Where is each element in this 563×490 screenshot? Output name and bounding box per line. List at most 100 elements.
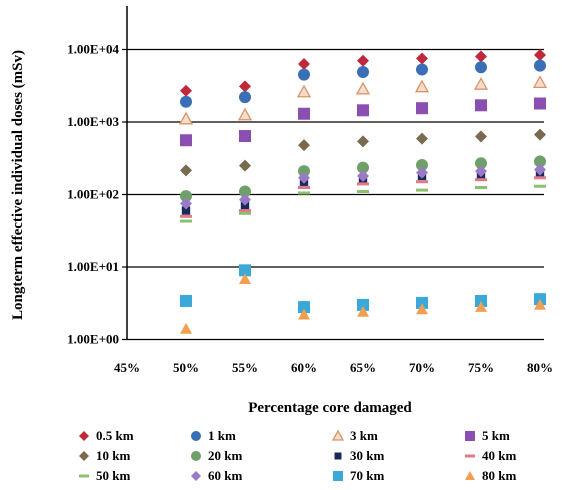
data-point — [416, 303, 428, 315]
legend-label: 80 km — [482, 468, 516, 483]
data-point — [298, 301, 310, 314]
legend-label: 20 km — [208, 448, 242, 463]
legend-marker — [79, 474, 89, 478]
legend-marker — [333, 471, 343, 481]
x-axis-ticks: 45% 50% 55% 60% 65% 70% 75% 80% — [114, 360, 553, 375]
legend-label: 30 km — [350, 448, 384, 463]
gridlines — [127, 48, 544, 341]
x-tick-label: 65% — [350, 360, 376, 375]
data-point — [239, 264, 251, 277]
data-point — [180, 95, 192, 108]
data-point — [298, 107, 310, 120]
data-point — [239, 211, 251, 215]
data-point — [475, 301, 487, 312]
data-point — [357, 54, 369, 67]
legend-label: 70 km — [350, 468, 384, 483]
data-point — [534, 184, 546, 188]
series-40-km — [180, 176, 546, 218]
legend-label: 3 km — [350, 428, 378, 443]
data-point — [181, 206, 191, 215]
data-point — [416, 180, 428, 184]
y-tick-label: 1.00E+02 — [67, 187, 119, 202]
x-tick-label: 45% — [114, 360, 140, 375]
x-axis-title: Percentage core damaged — [248, 400, 412, 416]
legend-item: 0.5 km — [79, 428, 134, 443]
data-point — [416, 296, 428, 309]
data-point — [180, 322, 192, 334]
legend-marker — [79, 431, 89, 441]
data-point — [180, 190, 192, 203]
data-point — [357, 182, 369, 186]
x-tick-label: 75% — [468, 360, 494, 375]
legend-label: 1 km — [208, 428, 236, 443]
data-point — [475, 130, 487, 143]
y-tick-label: 1.00E+01 — [67, 259, 119, 274]
data-point — [357, 135, 369, 148]
data-point — [532, 75, 548, 89]
data-point — [239, 91, 251, 104]
legend-label: 60 km — [208, 468, 242, 483]
data-point — [534, 163, 546, 176]
legend-marker — [191, 451, 201, 461]
legend-label: 50 km — [96, 468, 130, 483]
y-axis-title: Longterm effective individual doses (mSv… — [10, 50, 26, 320]
data-point — [475, 294, 487, 307]
legend-item: 70 km — [333, 468, 384, 483]
data-point — [180, 219, 192, 223]
data-point — [416, 52, 428, 65]
data-point — [239, 273, 251, 284]
legend-label: 10 km — [96, 448, 130, 463]
legend-label: 0.5 km — [96, 428, 134, 443]
series-10-km — [180, 128, 546, 177]
legend-marker — [334, 452, 342, 460]
data-point — [298, 191, 310, 195]
data-point — [357, 298, 369, 311]
data-point — [475, 157, 487, 170]
legend-label: 5 km — [482, 428, 510, 443]
data-point — [178, 111, 194, 125]
data-point — [180, 294, 192, 307]
data-point — [239, 159, 251, 172]
data-point — [416, 159, 428, 172]
x-tick-label: 70% — [409, 360, 435, 375]
legend-marker — [465, 454, 475, 458]
data-point — [416, 166, 428, 179]
data-point — [357, 104, 369, 117]
legend-item: 60 km — [191, 468, 242, 483]
x-tick-label: 50% — [173, 360, 199, 375]
legend-item: 3 km — [331, 428, 378, 443]
data-point — [298, 171, 310, 184]
series-5-km — [180, 97, 546, 147]
data-point — [416, 132, 428, 145]
data-point — [534, 298, 546, 310]
data-point — [475, 61, 487, 74]
data-point — [239, 193, 251, 206]
data-point — [296, 84, 312, 98]
legend-item: 50 km — [79, 468, 130, 483]
series-80-km — [180, 273, 546, 334]
data-point — [298, 139, 310, 152]
data-point — [180, 84, 192, 97]
data-point — [180, 134, 192, 147]
data-point — [473, 77, 489, 90]
data-point — [298, 58, 310, 71]
data-point — [414, 79, 430, 93]
data-point — [534, 59, 546, 72]
data-point — [534, 128, 546, 141]
y-axis-ticks: 1.00E+00 1.00E+01 1.00E+02 1.00E+03 1.00E+04 — [67, 42, 127, 347]
y-tick-label: 1.00E+04 — [67, 42, 119, 57]
data-point — [475, 165, 487, 178]
data-point — [475, 50, 487, 63]
legend: 0.5 km 1 km 3 km 5 km 10 km 20 km 30 km 40 km 50… — [79, 428, 516, 483]
data-point — [180, 197, 192, 210]
legend-item: 20 km — [191, 448, 242, 463]
legend-item: 5 km — [465, 428, 510, 443]
data-point — [180, 214, 192, 218]
data-point — [180, 164, 192, 177]
legend-marker — [191, 471, 201, 481]
series-3-km — [178, 75, 548, 125]
data-point — [239, 185, 251, 198]
series-70-km — [180, 264, 546, 314]
data-point — [298, 68, 310, 81]
